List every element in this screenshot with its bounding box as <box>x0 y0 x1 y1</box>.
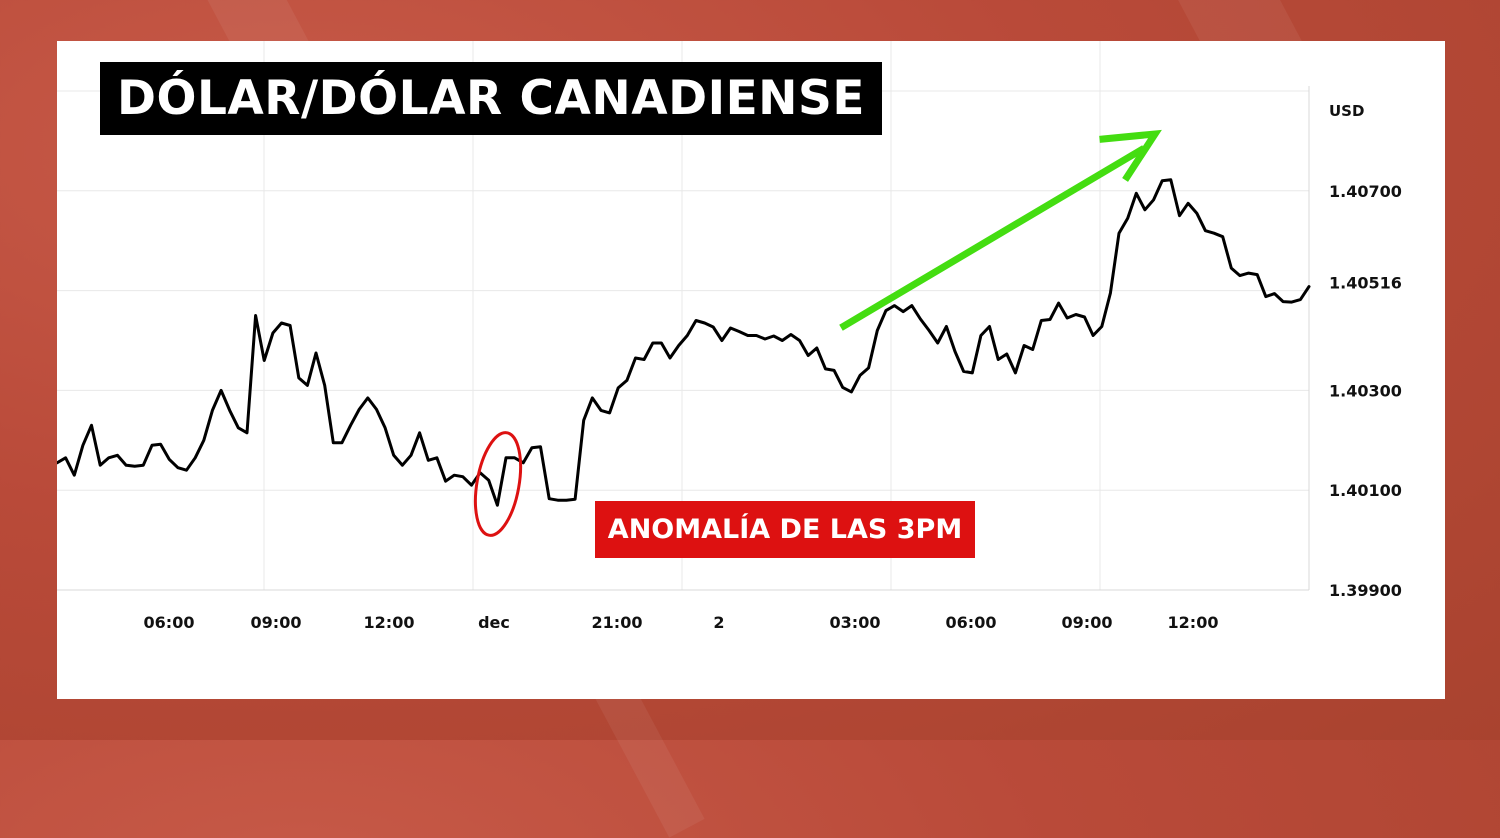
x-tick-label: dec <box>478 613 510 632</box>
y-tick-label: 1.40516 <box>1329 274 1402 293</box>
y-tick-label: 1.40300 <box>1329 381 1402 400</box>
x-tick-label: 21:00 <box>592 613 643 632</box>
price-chart: USD 1.407001.405161.403001.401001.39900 … <box>57 41 1402 632</box>
y-tick-label: 1.39900 <box>1329 581 1402 600</box>
anomaly-label-box <box>595 501 975 558</box>
y-unit-label: USD <box>1329 102 1364 120</box>
chart-card: USD 1.40700 1.40516 1.40300 1.40100 1.39900 … <box>57 41 1445 699</box>
x-tick-label: 03:00 <box>830 613 881 632</box>
x-tick-label: 12:00 <box>364 613 415 632</box>
x-tick-label: 09:00 <box>251 613 302 632</box>
y-ticks: 1.40700 1.40516 1.40300 1.40100 1.39900 <box>1329 182 1402 600</box>
anomaly-highlight-circle <box>473 431 523 537</box>
chart-title: DÓLAR/DÓLAR CANADIENSE <box>100 62 882 135</box>
anomaly-label: ANOMALÍA DE LAS 3PM <box>607 514 963 545</box>
x-tick-label: 12:00 <box>1168 613 1219 632</box>
x-tick-label: 09:00 <box>1062 613 1113 632</box>
x-ticks: 06:00 09:00 12:00 dec 21:00 2 03:00 06:00 09:00 1… <box>144 613 1219 632</box>
y-tick-label: 1.40100 <box>1329 481 1402 500</box>
trend-arrow <box>839 129 1162 331</box>
x-tick-label: 06:00 <box>946 613 997 632</box>
x-tick-label: 06:00 <box>144 613 195 632</box>
price-line <box>57 178 1311 507</box>
x-tick-label: 2 <box>713 613 724 632</box>
y-tick-label: 1.40700 <box>1329 182 1402 201</box>
